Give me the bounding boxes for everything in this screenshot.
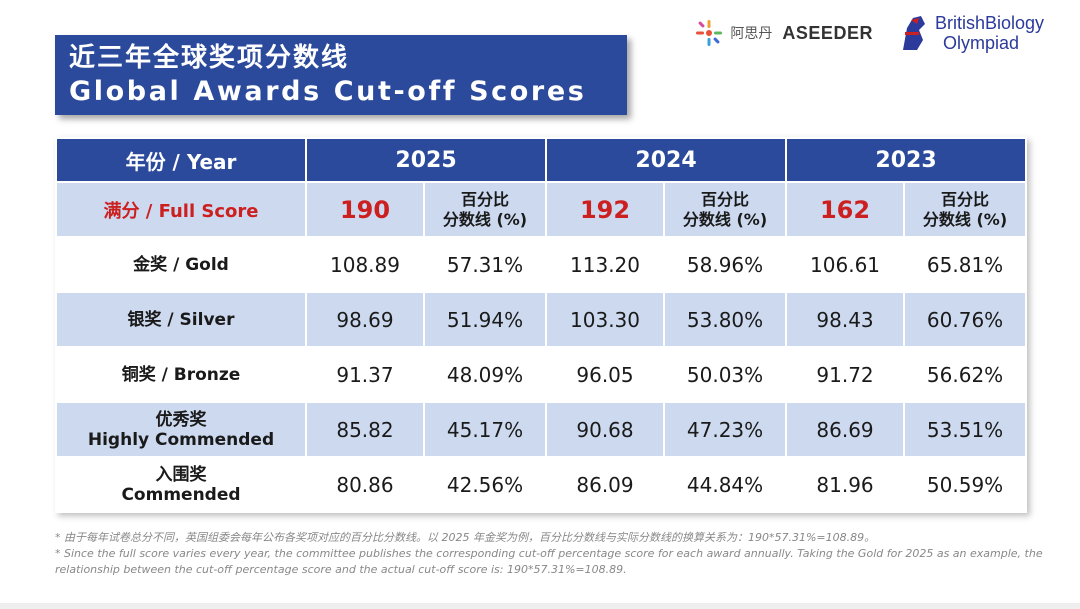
year-column-header: 年份 / Year: [55, 137, 307, 183]
year-header-2024: 2024: [545, 137, 788, 183]
table-cell: 85.82: [305, 401, 425, 458]
footnote-english: * Since the full score varies every year…: [55, 547, 1043, 576]
table-row-bronze: 铜奖 / Bronze 91.37 48.09% 96.05 50.03% 91…: [55, 346, 1028, 403]
row-label: 金奖 / Gold: [55, 236, 307, 293]
percent-header-2024: 百分比 分数线 (%): [663, 181, 788, 238]
percent-header-2023: 百分比 分数线 (%): [903, 181, 1028, 238]
table-cell: 53.51%: [903, 401, 1028, 458]
table-cell: 57.31%: [422, 236, 548, 293]
table-cell: 56.62%: [903, 346, 1028, 403]
table-header-row: 年份 / Year 2025 2024 2023: [55, 137, 1028, 183]
bottom-band: [0, 603, 1080, 609]
row-label: 银奖 / Silver: [55, 291, 307, 348]
table-cell: 60.76%: [903, 291, 1028, 348]
table-cell: 91.37: [305, 346, 425, 403]
table-cell: 48.09%: [422, 346, 548, 403]
logo-bar: 阿思丹 ASEEDER BritishBiology Olympiad: [694, 8, 1044, 58]
table-cell: 86.09: [545, 456, 666, 513]
bbo-lion-icon: [898, 12, 929, 54]
table-cell: 113.20: [545, 236, 666, 293]
table-cell: 50.59%: [903, 456, 1028, 513]
table-cell: 96.05: [545, 346, 666, 403]
table-cell: 90.68: [545, 401, 666, 458]
table-cell: 47.23%: [663, 401, 788, 458]
asider-pinwheel-icon: [696, 20, 723, 46]
table-cell: 80.86: [305, 456, 425, 513]
full-score-2025: 190: [305, 181, 425, 238]
table-cell: 86.69: [785, 401, 906, 458]
table-cell: 51.94%: [422, 291, 548, 348]
full-score-label: 满分 / Full Score: [55, 181, 307, 238]
row-label: 铜奖 / Bronze: [55, 346, 307, 403]
table-row-highly-commended: 优秀奖 Highly Commended 85.82 45.17% 90.68 4…: [55, 401, 1028, 458]
aseeder-logo-text: ASEEDER: [782, 22, 873, 43]
asider-logo: 阿思丹 ASEEDER: [694, 18, 887, 48]
table-row-silver: 银奖 / Silver 98.69 51.94% 103.30 53.80% 9…: [55, 291, 1028, 348]
percent-header-2025: 百分比 分数线 (%): [422, 181, 548, 238]
table-cell: 81.96: [785, 456, 906, 513]
full-score-2023: 162: [785, 181, 906, 238]
asider-logo-text: 阿思丹: [730, 26, 773, 42]
full-score-row: 满分 / Full Score 190 百分比 分数线 (%) 192 百分比 分数…: [55, 181, 1028, 238]
footnote-chinese: * 由于每年试卷总分不同，英国组委会每年公布各奖项对应的百分比分数线。以 202…: [55, 531, 876, 544]
row-label: 入围奖 Commended: [55, 456, 307, 513]
table-cell: 91.72: [785, 346, 906, 403]
table-cell: 58.96%: [663, 236, 788, 293]
table-cell: 103.30: [545, 291, 666, 348]
table-cell: 106.61: [785, 236, 906, 293]
table-row-commended: 入围奖 Commended 80.86 42.56% 86.09 44.84% 8…: [55, 456, 1028, 513]
bbo-logo-line1: BritishBiology: [934, 13, 1044, 33]
full-score-2024: 192: [545, 181, 666, 238]
bbo-logo-line2: Olympiad: [942, 33, 1019, 53]
table-cell: 108.89: [305, 236, 425, 293]
title-banner: 近三年全球奖项分数线 Global Awards Cut-off Scores: [55, 35, 627, 115]
table-cell: 45.17%: [422, 401, 548, 458]
cutoff-score-table: 年份 / Year 2025 2024 2023 满分 / Full Score…: [55, 137, 1028, 513]
table-cell: 44.84%: [663, 456, 788, 513]
title-english: Global Awards Cut-off Scores: [69, 76, 587, 107]
row-label: 优秀奖 Highly Commended: [55, 401, 307, 458]
year-header-2023: 2023: [785, 137, 1028, 183]
table-row-gold: 金奖 / Gold 108.89 57.31% 113.20 58.96% 10…: [55, 236, 1028, 293]
table-cell: 42.56%: [422, 456, 548, 513]
table-cell: 98.43: [785, 291, 906, 348]
bbo-logo: BritishBiology Olympiad: [897, 10, 1044, 56]
table-cell: 53.80%: [663, 291, 788, 348]
year-header-2025: 2025: [304, 137, 548, 183]
title-chinese: 近三年全球奖项分数线: [69, 43, 350, 73]
footnote: * 由于每年试卷总分不同，英国组委会每年公布各奖项对应的百分比分数线。以 202…: [55, 530, 1055, 578]
table-cell: 98.69: [305, 291, 425, 348]
table-cell: 50.03%: [663, 346, 788, 403]
table-cell: 65.81%: [903, 236, 1028, 293]
